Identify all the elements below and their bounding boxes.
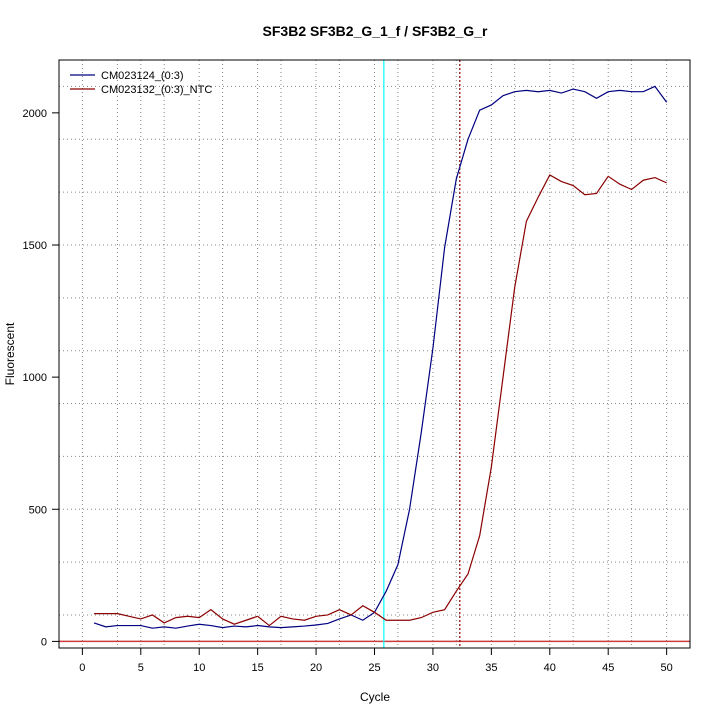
x-tick-label: 30: [427, 662, 439, 674]
chart-title: SF3B2 SF3B2_G_1_f / SF3B2_G_r: [263, 23, 488, 39]
y-tick-label: 1500: [23, 240, 47, 252]
y-tick-label: 500: [29, 504, 47, 516]
x-tick-label: 10: [193, 662, 205, 674]
x-axis-label: Cycle: [360, 690, 390, 704]
legend: CM023124_(0:3) CM023132_(0:3)_NTC: [70, 70, 212, 96]
x-tick-label: 50: [661, 662, 673, 674]
series-line-2: [94, 174, 667, 627]
x-tick-label: 45: [602, 662, 614, 674]
x-tick-label: 35: [485, 662, 497, 674]
series-lines: [93, 85, 668, 629]
x-tick-label: 5: [138, 662, 144, 674]
x-tick-label: 40: [544, 662, 556, 674]
x-tick-label: 20: [310, 662, 322, 674]
x-tick-label: 0: [79, 662, 85, 674]
y-tick-label: 0: [41, 636, 47, 648]
y-axis-label: Fluorescent: [3, 322, 17, 385]
y-tick-label: 1000: [23, 372, 47, 384]
legend-label-1: CM023124_(0:3): [101, 70, 184, 82]
vertical-markers: [59, 60, 690, 648]
x-tick-label: 15: [252, 662, 264, 674]
legend-label-2: CM023132_(0:3)_NTC: [101, 84, 212, 96]
y-tick-label: 2000: [23, 108, 47, 120]
series-line-1: [93, 85, 668, 629]
x-tick-label: 25: [368, 662, 380, 674]
